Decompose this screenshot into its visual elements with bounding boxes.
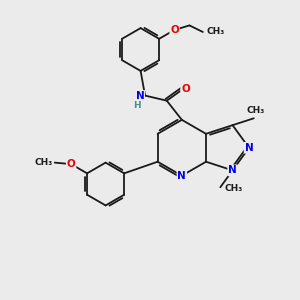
Text: O: O — [181, 84, 190, 94]
Text: N: N — [177, 171, 186, 181]
Text: CH₃: CH₃ — [206, 28, 225, 37]
Text: N: N — [244, 143, 253, 153]
Text: N: N — [228, 165, 237, 176]
Text: N: N — [136, 91, 145, 100]
Text: CH₃: CH₃ — [246, 106, 264, 115]
Text: CH₃: CH₃ — [34, 158, 52, 167]
Text: CH₃: CH₃ — [225, 184, 243, 193]
Text: O: O — [170, 25, 179, 35]
Text: H: H — [133, 100, 141, 109]
Text: O: O — [67, 159, 76, 169]
